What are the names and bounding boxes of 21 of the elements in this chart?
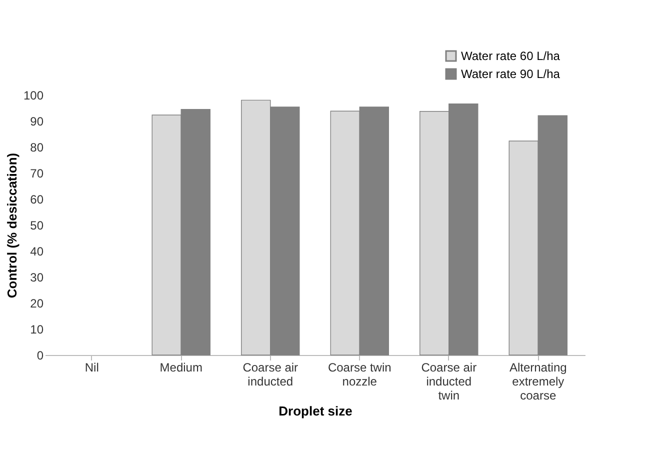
x-tick-label: Coarse air inducted twin [421,360,477,402]
x-tick-label: Alternating extremely coarse [509,360,567,402]
y-axis-title: Control (% desiccation) [4,152,20,298]
x-tick-label: Nil [84,360,99,374]
y-tick-label: 100 [23,88,44,102]
y-tick-label: 70 [30,166,44,180]
y-tick-label: 50 [30,218,44,232]
y-tick-label: 10 [30,322,44,336]
x-tick-label: Coarse air inducted [242,360,298,388]
y-tick-label: 30 [30,270,44,284]
x-axis-title: Droplet size [278,404,352,418]
y-tick-label: 60 [30,192,44,206]
y-tick-label: 80 [30,140,44,154]
y-tick-label: 0 [36,348,44,362]
legend-label: Water rate 60 L/ha [461,49,560,63]
y-tick-label: 20 [30,296,44,310]
legend-label: Water rate 90 L/ha [461,67,560,81]
y-tick-label: 40 [30,244,44,258]
x-tick-label: Coarse twin nozzle [328,360,392,388]
x-tick-label: Medium [160,360,202,374]
y-tick-label: 90 [30,114,44,128]
